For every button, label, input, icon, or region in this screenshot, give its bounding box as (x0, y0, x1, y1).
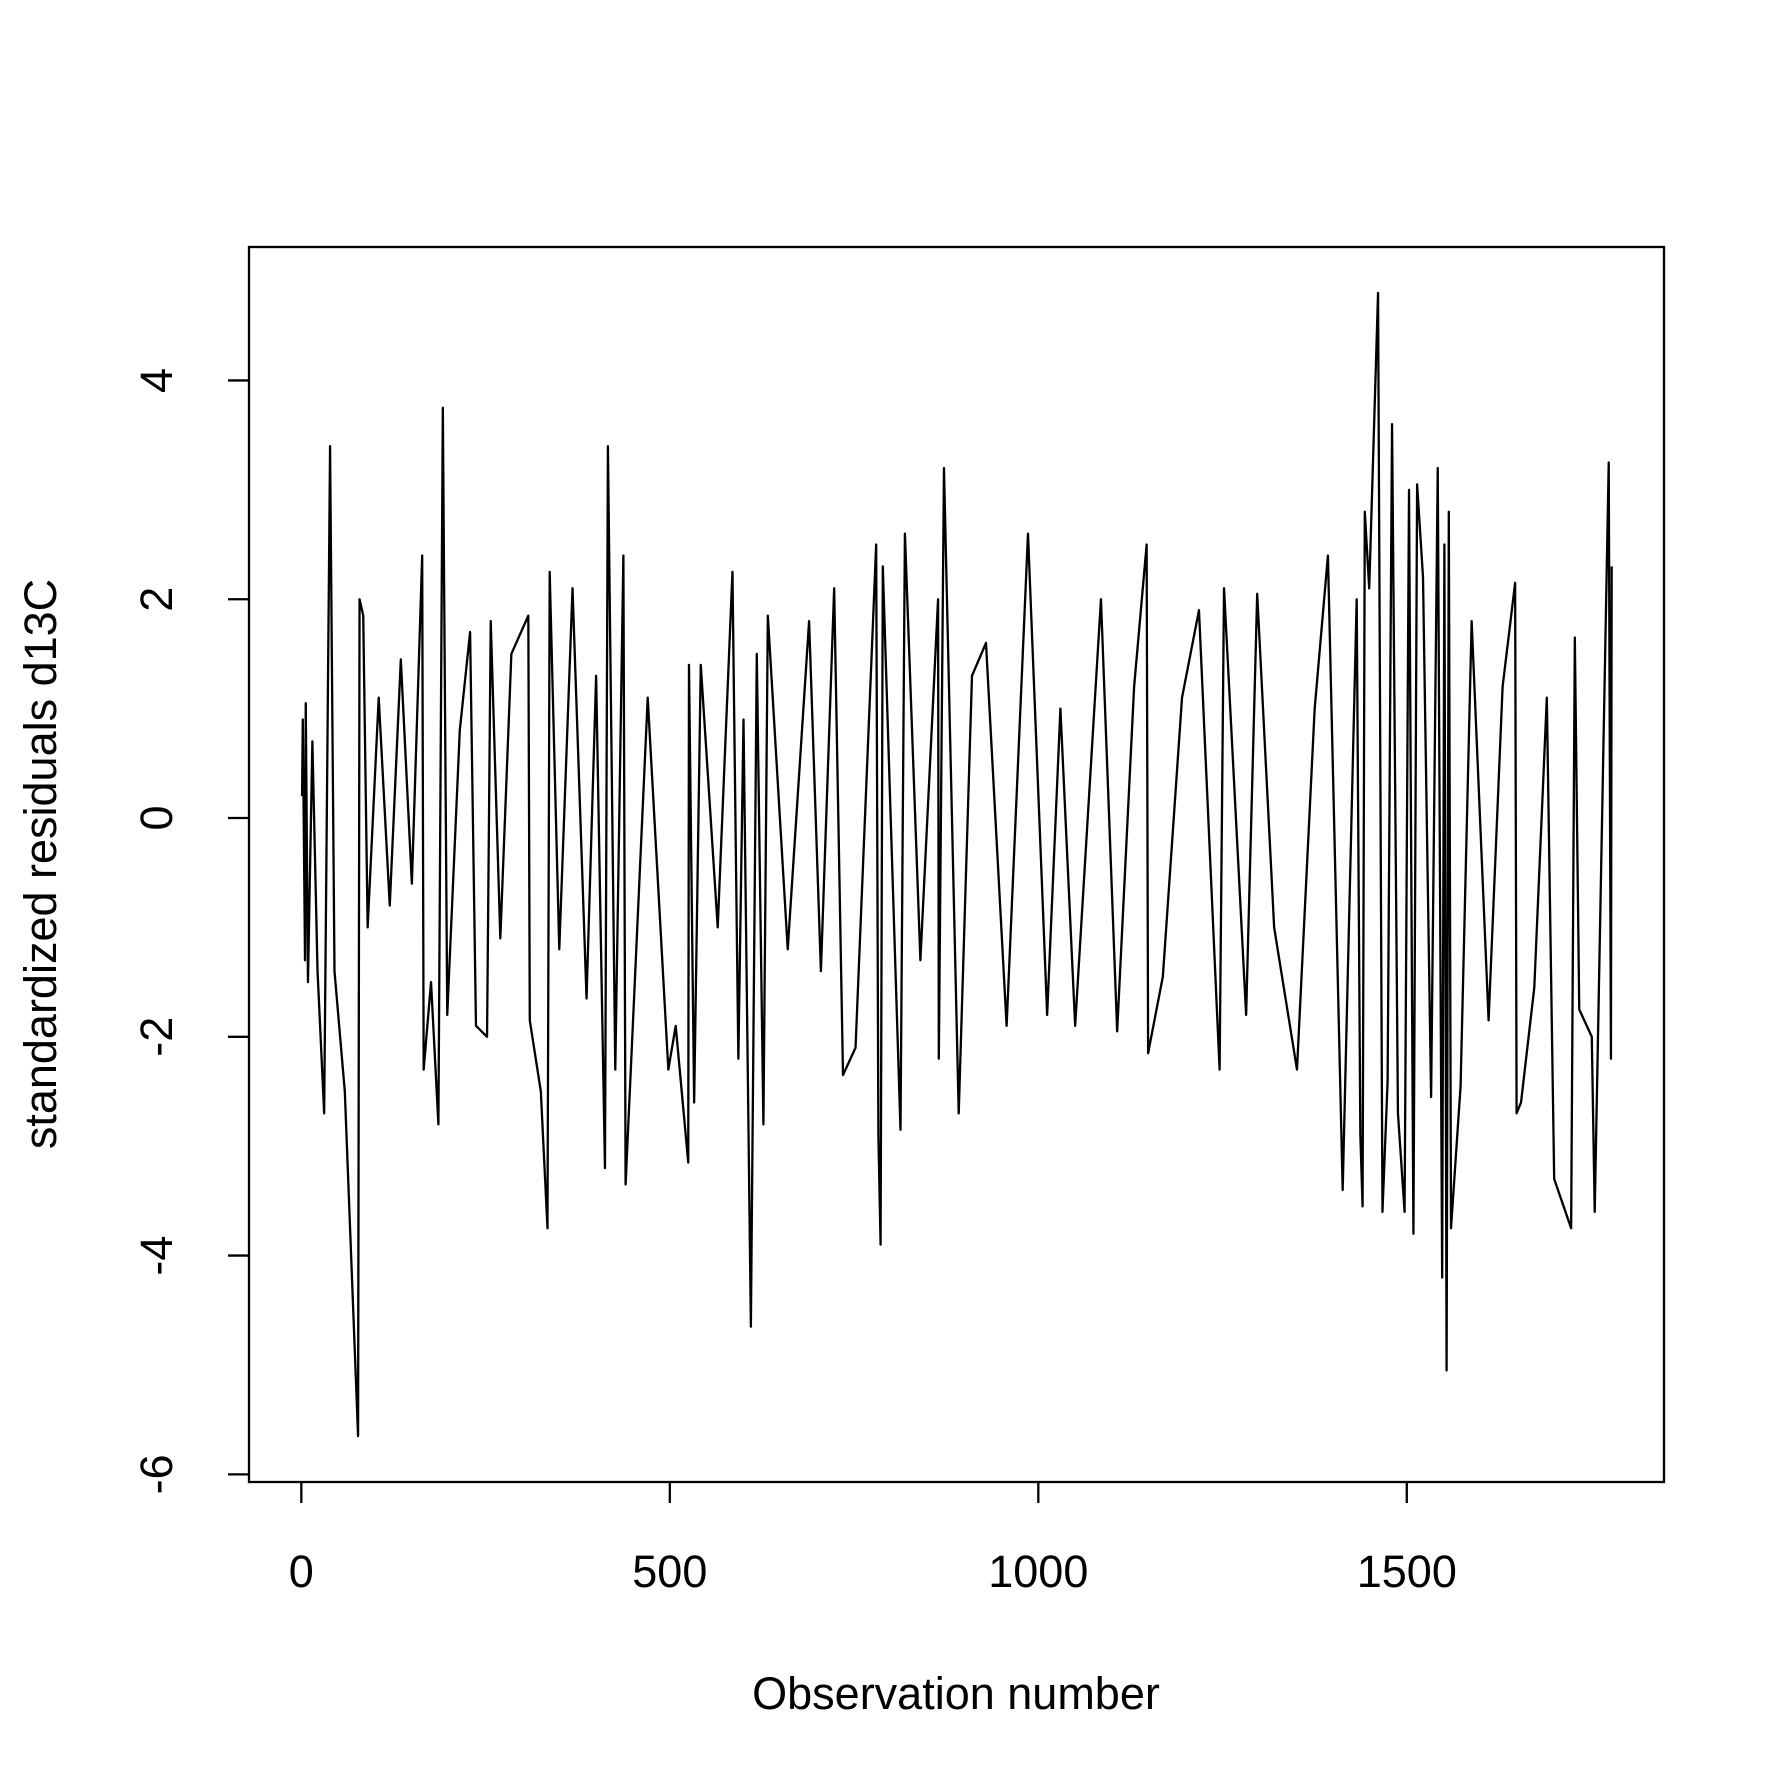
x-tick-label: 500 (632, 1546, 707, 1597)
y-tick-label: 4 (131, 368, 182, 393)
x-tick-label: 0 (289, 1546, 314, 1597)
x-tick-label: 1500 (1357, 1546, 1457, 1597)
data-line (300, 291, 1613, 1438)
x-tick-label: 1000 (988, 1546, 1088, 1597)
y-tick-label: -2 (131, 1017, 182, 1057)
x-axis-label: Observation number (752, 1668, 1160, 1719)
y-tick-label: -4 (131, 1236, 182, 1276)
y-axis-label: standardized residuals d13C (15, 579, 66, 1149)
plot-box (247, 245, 1666, 1484)
y-tick-label: -6 (131, 1454, 182, 1494)
y-tick-label: 2 (131, 587, 182, 612)
y-tick-label: 0 (131, 805, 182, 830)
